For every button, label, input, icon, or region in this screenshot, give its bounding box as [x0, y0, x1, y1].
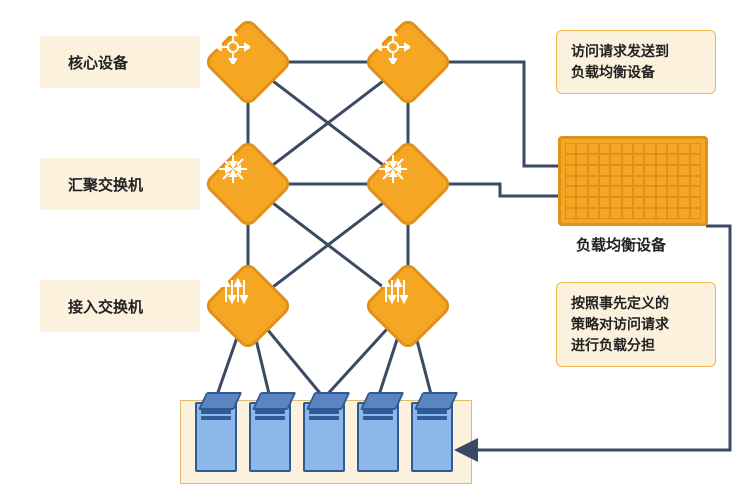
node-core-1 — [216, 30, 280, 94]
node-core-2 — [376, 30, 440, 94]
core-switch-icon — [216, 30, 280, 94]
server-0 — [195, 392, 237, 472]
node-aggr-2 — [376, 152, 440, 216]
load-balancer-device-icon — [558, 136, 708, 226]
aggr-switch-icon — [216, 152, 280, 216]
server-4 — [411, 392, 453, 472]
server-1 — [249, 392, 291, 472]
load-balancer-label: 负载均衡设备 — [576, 234, 666, 255]
access-switch-icon — [216, 274, 280, 338]
callout-1: 按照事先定义的策略对访问请求进行负载分担 — [556, 282, 716, 367]
node-acc-2 — [376, 274, 440, 338]
server-2 — [303, 392, 345, 472]
callout-0: 访问请求发送到负载均衡设备 — [556, 30, 716, 94]
node-aggr-1 — [216, 152, 280, 216]
aggr-switch-icon — [376, 152, 440, 216]
server-3 — [357, 392, 399, 472]
node-acc-1 — [216, 274, 280, 338]
core-switch-icon — [376, 30, 440, 94]
access-switch-icon — [376, 274, 440, 338]
